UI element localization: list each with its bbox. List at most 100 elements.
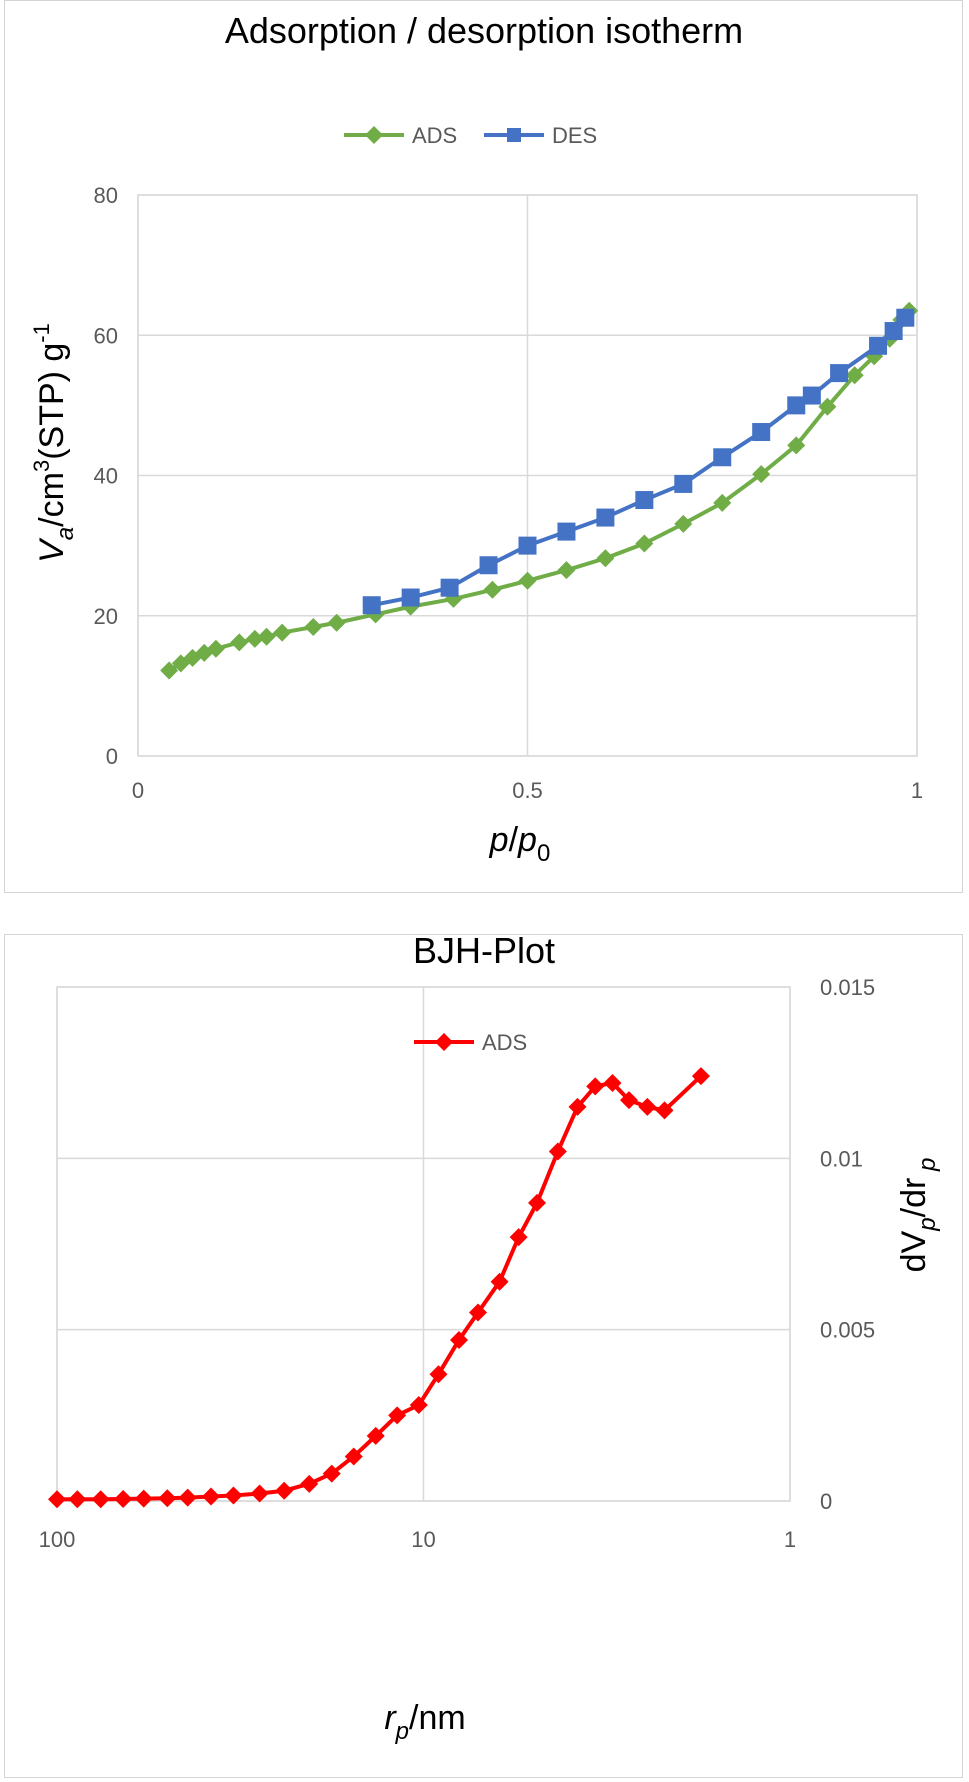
legend-item-ads: ADS	[344, 123, 457, 148]
data-point	[713, 493, 732, 512]
data-point	[713, 448, 732, 467]
data-point	[619, 1091, 638, 1110]
data-point	[509, 1228, 528, 1247]
data-point	[429, 1365, 448, 1384]
data-point	[245, 629, 264, 648]
axis-title-part: (STP) g	[33, 343, 71, 460]
data-point	[304, 617, 323, 636]
isotherm-gridlines	[137, 194, 918, 757]
bjh-series	[48, 1067, 710, 1509]
axis-title-part: p	[395, 1718, 409, 1745]
data-point	[802, 386, 821, 405]
axis-title-part: /cm	[33, 472, 71, 527]
data-point	[557, 522, 576, 541]
series-ads	[48, 1067, 710, 1509]
series-des	[362, 308, 915, 615]
data-point	[48, 1490, 66, 1509]
data-point	[388, 1406, 407, 1425]
bjh-legend: ADS	[414, 1030, 527, 1055]
data-point	[674, 514, 693, 533]
y-tick-label: 0.01	[820, 1146, 863, 1171]
data-point	[469, 1303, 488, 1322]
bjh-x-axis-title: rp/nm	[384, 1699, 465, 1745]
data-point	[365, 126, 383, 144]
data-point	[787, 396, 806, 415]
data-point	[409, 1396, 428, 1415]
data-point	[275, 1481, 294, 1500]
y-tick-label: 0	[106, 744, 118, 769]
axis-title-part: -1	[29, 323, 54, 343]
legend-label: DES	[552, 123, 597, 148]
y-tick-label: 60	[94, 323, 118, 348]
data-point	[327, 613, 346, 632]
data-point	[362, 596, 381, 615]
data-point	[674, 474, 693, 493]
data-point	[206, 639, 225, 658]
data-point	[440, 578, 459, 597]
x-tick-label: 100	[39, 1527, 76, 1552]
data-point	[435, 1033, 453, 1051]
data-point	[787, 436, 806, 455]
data-point	[818, 397, 837, 416]
legend-label: ADS	[482, 1030, 527, 1055]
isotherm-chart-panel: 0 20 40 60 80 0 0.5 1 Adsorption / desorption i…	[4, 0, 963, 893]
axis-title-part: p	[914, 1217, 941, 1231]
data-point	[518, 571, 537, 590]
isotherm-series	[160, 301, 919, 680]
bjh-tick-labels: 0 0.005 0.01 0.015 100 10 1	[39, 975, 875, 1552]
data-point	[752, 423, 771, 442]
y-tick-label: 0	[820, 1489, 832, 1514]
data-point	[596, 508, 615, 527]
data-point	[518, 536, 537, 555]
isotherm-legend: ADS DES	[344, 123, 597, 148]
legend-item-des: DES	[484, 123, 597, 148]
data-point	[68, 1490, 87, 1509]
data-point	[344, 1447, 363, 1466]
axis-title-part: /dr	[895, 1178, 933, 1218]
data-point	[257, 627, 276, 646]
data-point	[224, 1486, 243, 1505]
isotherm-y-axis-title: Va/cm3(STP) g-1	[29, 323, 79, 563]
x-tick-label: 10	[411, 1527, 435, 1552]
series-line	[371, 316, 907, 608]
y-tick-label: 80	[94, 183, 118, 208]
data-point	[691, 1067, 710, 1086]
data-point	[178, 1488, 197, 1507]
data-point	[160, 661, 179, 680]
axis-title-part: p	[489, 821, 509, 859]
data-point	[596, 549, 615, 568]
data-point	[401, 588, 420, 607]
isotherm-title: Adsorption / desorption isotherm	[225, 10, 743, 51]
bjh-title: BJH-Plot	[413, 930, 555, 971]
data-point	[490, 1272, 509, 1291]
x-tick-label: 1	[784, 1527, 796, 1552]
legend-item-ads: ADS	[414, 1030, 527, 1055]
isotherm-chart: 0 20 40 60 80 0 0.5 1 Adsorption / desorption i…	[29, 10, 923, 867]
bjh-y-axis-title: dVp/dr p	[895, 1158, 941, 1273]
isotherm-x-axis-title: p/p0	[489, 821, 551, 867]
y-tick-label: 0.015	[820, 975, 875, 1000]
data-point	[134, 1489, 153, 1508]
bjh-chart-panel: 0 0.005 0.01 0.015 100 10 1 BJH-Plot ADS rp/nm…	[4, 930, 963, 1778]
data-point	[752, 465, 771, 484]
x-tick-label: 0.5	[512, 778, 543, 803]
data-point	[273, 623, 292, 642]
data-point	[884, 322, 903, 341]
data-point	[483, 580, 502, 599]
x-tick-label: 0	[132, 778, 144, 803]
axis-title-part: r	[384, 1699, 397, 1737]
data-point	[568, 1097, 587, 1116]
data-point	[845, 366, 864, 385]
x-tick-label: 1	[911, 778, 923, 803]
data-point	[830, 364, 849, 383]
series-ads	[160, 301, 919, 680]
axis-title-part: 3	[29, 460, 54, 472]
data-point	[230, 633, 249, 652]
data-point	[557, 561, 576, 580]
data-point	[586, 1077, 605, 1096]
data-point	[366, 1426, 385, 1445]
axis-title-part: 0	[537, 840, 550, 867]
data-point	[507, 128, 521, 142]
axis-title-part: /	[509, 821, 519, 859]
